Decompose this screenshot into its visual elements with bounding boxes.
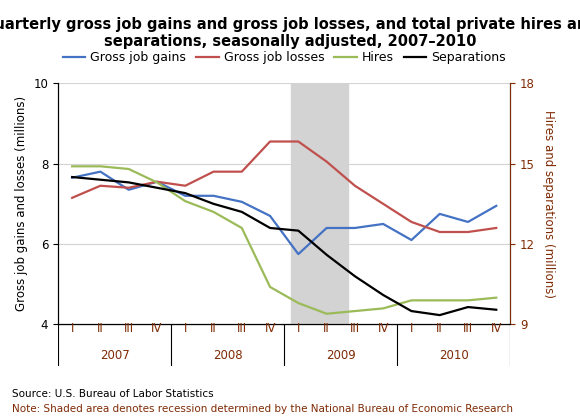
- Text: III: III: [237, 322, 247, 335]
- Text: I: I: [183, 322, 187, 335]
- Text: III: III: [124, 322, 134, 335]
- Text: I: I: [296, 322, 300, 335]
- Text: 2009: 2009: [326, 349, 356, 362]
- Text: II: II: [436, 322, 443, 335]
- Text: Source: U.S. Bureau of Labor Statistics: Source: U.S. Bureau of Labor Statistics: [12, 389, 213, 399]
- Text: 2010: 2010: [439, 349, 469, 362]
- Text: IV: IV: [491, 322, 502, 335]
- Text: 2008: 2008: [213, 349, 242, 362]
- Bar: [291, 83, 348, 324]
- Y-axis label: Hires and separations (millions): Hires and separations (millions): [542, 110, 554, 298]
- Legend: Gross job gains, Gross job losses, Hires, Separations: Gross job gains, Gross job losses, Hires…: [57, 46, 511, 69]
- Text: III: III: [350, 322, 360, 335]
- Text: II: II: [97, 322, 104, 335]
- Y-axis label: Gross job gains and losses (millions): Gross job gains and losses (millions): [15, 96, 28, 312]
- Text: IV: IV: [264, 322, 276, 335]
- Text: 2007: 2007: [100, 349, 129, 362]
- Text: IV: IV: [151, 322, 162, 335]
- Text: I: I: [70, 322, 74, 335]
- Text: IV: IV: [378, 322, 389, 335]
- Text: II: II: [323, 322, 330, 335]
- Text: Quarterly gross job gains and gross job losses, and total private hires and
sepa: Quarterly gross job gains and gross job …: [0, 17, 580, 49]
- Text: I: I: [409, 322, 413, 335]
- Text: III: III: [463, 322, 473, 335]
- Text: II: II: [210, 322, 217, 335]
- Text: Note: Shaded area denotes recession determined by the National Bureau of Economi: Note: Shaded area denotes recession dete…: [12, 404, 513, 414]
